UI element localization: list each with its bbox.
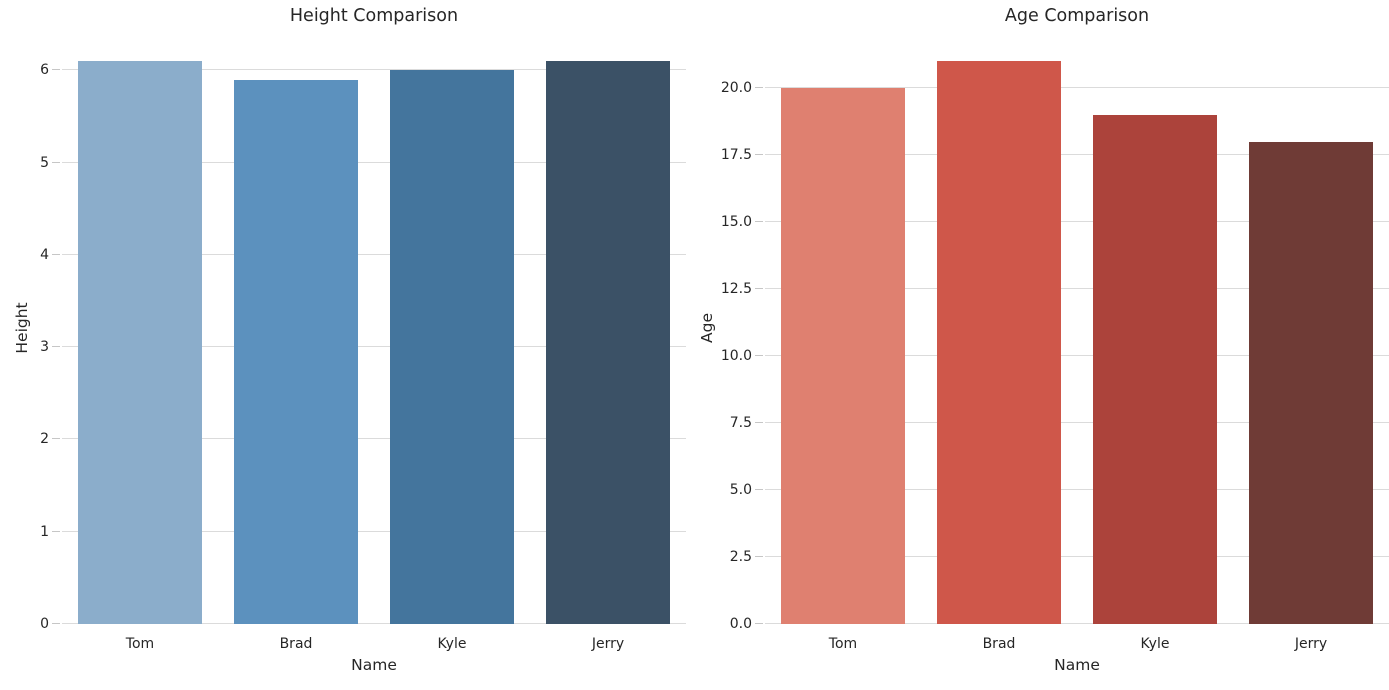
y-axis-label: Age [698, 313, 716, 343]
bar-kyle [389, 70, 515, 624]
y-tick-mark [52, 253, 60, 255]
y-tick-mark [52, 623, 60, 624]
x-tick-label: Jerry [591, 636, 625, 652]
chart-title: Age Comparison [1004, 6, 1150, 26]
y-tick-label: 0.0 [729, 616, 752, 632]
bar-jerry [1248, 141, 1374, 624]
y-tick-mark [52, 161, 60, 163]
gridline [62, 161, 686, 163]
bar-brad [936, 61, 1062, 624]
bar-tom [780, 87, 906, 624]
y-tick-mark [52, 530, 60, 532]
y-tick-label: 15.0 [720, 213, 752, 230]
gridline [765, 421, 1389, 423]
bar-kyle [1092, 114, 1218, 624]
y-tick-mark [52, 346, 60, 348]
plot-area: 0.0 2.5 5.0 7.5 10.0 12.5 15.0 17.5 20.0 Tom Brad K… [721, 33, 1389, 652]
chart-title: Height Comparison [289, 6, 459, 26]
y-tick-label: 17.5 [720, 146, 752, 163]
y-tick-mark [755, 556, 763, 557]
y-tick-mark [52, 438, 60, 440]
gridline [765, 153, 1389, 155]
y-tick-label: 20.0 [720, 79, 752, 96]
y-tick-label: 0 [40, 616, 49, 632]
gridline [62, 253, 686, 255]
gridline [765, 556, 1389, 557]
y-tick-label: 5.0 [729, 482, 752, 498]
x-tick-label: Kyle [1140, 636, 1170, 652]
y-tick-label: 12.5 [720, 280, 752, 297]
y-tick-label: 6 [40, 62, 49, 79]
x-tick-label: Brad [279, 636, 313, 652]
gridline [62, 69, 686, 71]
age-comparison-chart: Age Comparison Age 0.0 2.5 5.0 7.5 10.0 12.5 1… [694, 0, 1389, 690]
x-axis-label: Name [351, 656, 397, 674]
y-tick-mark [755, 623, 763, 624]
y-tick-mark [755, 153, 763, 155]
gridline [62, 346, 686, 348]
x-tick-label: Tom [125, 636, 155, 652]
bar-tom [77, 61, 203, 624]
y-tick-mark [755, 489, 763, 490]
y-tick-label: 2 [40, 431, 49, 448]
y-tick-mark [755, 354, 763, 356]
y-tick-label: 1 [40, 523, 49, 540]
gridline [62, 530, 686, 532]
x-tick-label: Tom [828, 636, 858, 652]
x-axis-label: Name [1054, 656, 1100, 674]
y-tick-label: 4 [40, 246, 49, 263]
plot-area: 0 1 2 3 4 5 6 Tom Brad Kyle Jerry [40, 33, 686, 652]
y-tick-label: 5 [40, 154, 49, 171]
y-tick-mark [755, 287, 763, 289]
y-tick-label: 10.0 [720, 347, 752, 364]
gridline [62, 623, 686, 624]
gridline [765, 623, 1389, 624]
y-tick-mark [755, 421, 763, 423]
y-tick-mark [52, 69, 60, 71]
y-tick-label: 7.5 [729, 414, 752, 431]
y-tick-label: 2.5 [729, 549, 752, 565]
gridline [765, 489, 1389, 490]
gridline [765, 86, 1389, 88]
bar-brad [233, 79, 359, 624]
gridline [765, 220, 1389, 222]
gridline [765, 287, 1389, 289]
y-tick-label: 3 [40, 339, 49, 356]
x-tick-label: Brad [982, 636, 1016, 652]
bar-jerry [545, 61, 671, 624]
y-tick-mark [755, 220, 763, 222]
y-axis-label: Height [13, 302, 31, 354]
gridline [62, 438, 686, 440]
height-comparison-chart: Height Comparison Height 0 1 2 3 4 5 6 Tom Brad K… [0, 0, 694, 690]
gridline [765, 354, 1389, 356]
x-tick-label: Jerry [1294, 636, 1328, 652]
y-tick-mark [755, 86, 763, 88]
x-tick-label: Kyle [437, 636, 467, 652]
